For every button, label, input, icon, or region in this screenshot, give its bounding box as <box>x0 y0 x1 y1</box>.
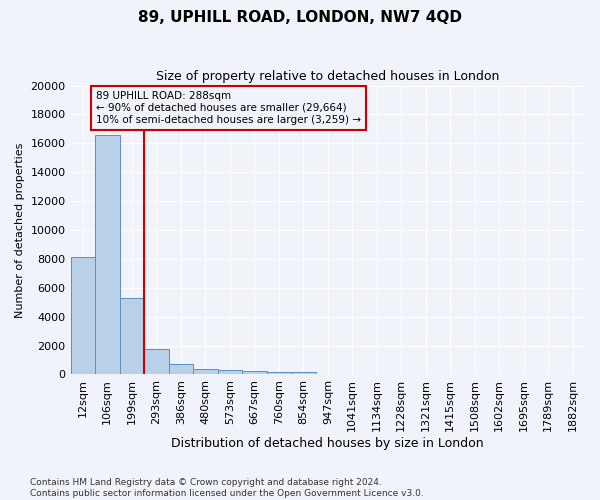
Bar <box>95 134 119 374</box>
Bar <box>242 371 266 374</box>
Y-axis label: Number of detached properties: Number of detached properties <box>15 142 25 318</box>
Bar <box>218 370 242 374</box>
Text: 89, UPHILL ROAD, LONDON, NW7 4QD: 89, UPHILL ROAD, LONDON, NW7 4QD <box>138 10 462 25</box>
X-axis label: Distribution of detached houses by size in London: Distribution of detached houses by size … <box>172 437 484 450</box>
Title: Size of property relative to detached houses in London: Size of property relative to detached ho… <box>156 70 499 83</box>
Text: Contains HM Land Registry data © Crown copyright and database right 2024.
Contai: Contains HM Land Registry data © Crown c… <box>30 478 424 498</box>
Bar <box>266 372 291 374</box>
Bar <box>193 369 218 374</box>
Bar <box>291 372 316 374</box>
Bar <box>144 349 169 374</box>
Bar <box>119 298 144 374</box>
Bar <box>169 364 193 374</box>
Text: 89 UPHILL ROAD: 288sqm
← 90% of detached houses are smaller (29,664)
10% of semi: 89 UPHILL ROAD: 288sqm ← 90% of detached… <box>96 92 361 124</box>
Bar <box>71 258 95 374</box>
